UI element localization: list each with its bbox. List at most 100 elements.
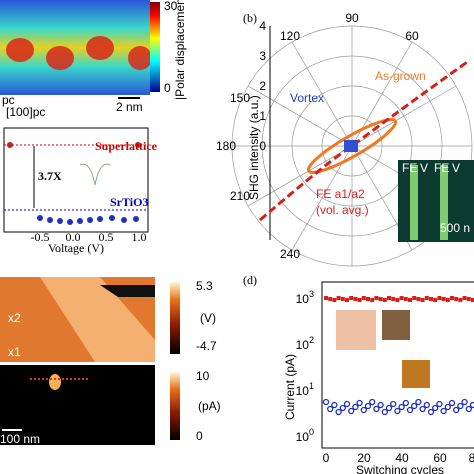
svg-text:103: 103 <box>296 289 314 306</box>
svg-text:100: 100 <box>296 427 314 444</box>
on-point <box>345 298 349 302</box>
cbar-unit: (pA) <box>198 399 221 413</box>
map-blobs <box>6 36 152 70</box>
off-point <box>335 408 342 416</box>
colorbar <box>150 2 160 92</box>
map-label: x1 <box>8 345 21 359</box>
y-label: Current (pA) <box>283 354 297 420</box>
off-point <box>390 400 397 408</box>
axis-label: [100]pc <box>6 105 45 119</box>
off-point <box>348 407 355 415</box>
off-point <box>453 406 460 414</box>
cbar-max: 30 <box>164 0 178 13</box>
colorbar <box>170 372 180 440</box>
svg-text:2: 2 <box>259 79 266 93</box>
svg-text:V: V <box>420 161 428 175</box>
inset-curve <box>79 163 111 186</box>
off-point <box>364 402 372 410</box>
off-point <box>385 404 393 412</box>
on-point <box>445 298 450 302</box>
panel-label: (d) <box>243 273 257 287</box>
off-point <box>377 401 384 409</box>
cbar-label: |Polar displacement| (pm) <box>173 0 187 100</box>
as-grown-curve <box>306 118 398 174</box>
on-point <box>429 297 433 301</box>
legend: FE a1/a2 <box>316 187 365 201</box>
on-point <box>340 297 345 301</box>
svg-text:20: 20 <box>357 451 371 465</box>
on-point <box>403 297 408 301</box>
on-point <box>328 297 333 301</box>
y-label: SHG intensity (a.u.) <box>247 95 261 200</box>
off-points <box>322 398 474 416</box>
svg-text:-0.5: -0.5 <box>31 230 50 244</box>
on-point <box>357 298 362 302</box>
on-point <box>353 297 358 301</box>
svg-text:1: 1 <box>259 109 266 123</box>
on-point <box>408 298 412 302</box>
svg-text:0.5: 0.5 <box>99 230 114 244</box>
on-point <box>462 296 467 300</box>
svg-text:240: 240 <box>280 247 300 261</box>
off-point <box>381 408 388 416</box>
svg-text:101: 101 <box>296 381 314 398</box>
svg-text:FE: FE <box>434 161 449 175</box>
off-point <box>402 399 409 407</box>
on-points <box>324 296 474 302</box>
points-bottom <box>37 215 139 225</box>
on-point <box>324 296 328 300</box>
colorbar <box>170 282 180 354</box>
off-point <box>369 398 376 406</box>
off-point <box>398 403 405 411</box>
svg-text:3: 3 <box>259 49 266 63</box>
svg-text:4: 4 <box>259 19 266 33</box>
on-point <box>361 296 366 300</box>
on-point <box>370 298 375 302</box>
off-point <box>360 406 367 414</box>
y-ticks: 103 102 101 100 <box>296 289 314 444</box>
off-point <box>469 401 474 409</box>
on-point <box>450 296 454 300</box>
inset-labels: FE V FE V <box>402 161 460 175</box>
on-point <box>391 297 396 301</box>
on-point <box>454 297 459 301</box>
legend: (vol. avg.) <box>316 203 369 217</box>
on-point <box>471 298 474 302</box>
svg-text:180: 180 <box>216 139 236 153</box>
svg-text:120: 120 <box>280 29 300 43</box>
inset-stripes <box>410 165 448 240</box>
on-point <box>441 297 446 301</box>
fe-curve <box>259 58 471 222</box>
svg-text:210: 210 <box>230 189 250 203</box>
plot-frame <box>321 281 474 449</box>
svg-text:0: 0 <box>323 451 330 465</box>
points-top <box>7 142 141 148</box>
on-point <box>382 298 387 302</box>
inset-image <box>382 310 410 340</box>
inset-image <box>402 360 430 388</box>
current-map <box>0 365 155 445</box>
on-point <box>458 298 463 302</box>
inset-cube <box>336 310 376 350</box>
inset-scale: 500 n <box>440 221 470 235</box>
on-point <box>437 296 442 300</box>
x-ticks: -0.5 0.0 0.5 1.0 <box>31 230 147 244</box>
on-point <box>366 297 370 301</box>
on-point <box>374 296 379 300</box>
on-point <box>387 296 391 300</box>
plot-frame <box>3 127 149 233</box>
x-label: Voltage (V) <box>48 241 104 255</box>
off-point <box>461 398 468 406</box>
off-point <box>465 405 472 413</box>
off-point <box>322 398 330 406</box>
label: Superlattice <box>95 139 158 153</box>
svg-text:8: 8 <box>469 451 474 465</box>
off-point <box>331 401 338 409</box>
svg-text:0: 0 <box>259 139 266 153</box>
cbar-min: 0 <box>164 81 171 95</box>
on-point <box>336 296 341 300</box>
on-point <box>332 298 337 302</box>
off-point <box>436 400 443 408</box>
